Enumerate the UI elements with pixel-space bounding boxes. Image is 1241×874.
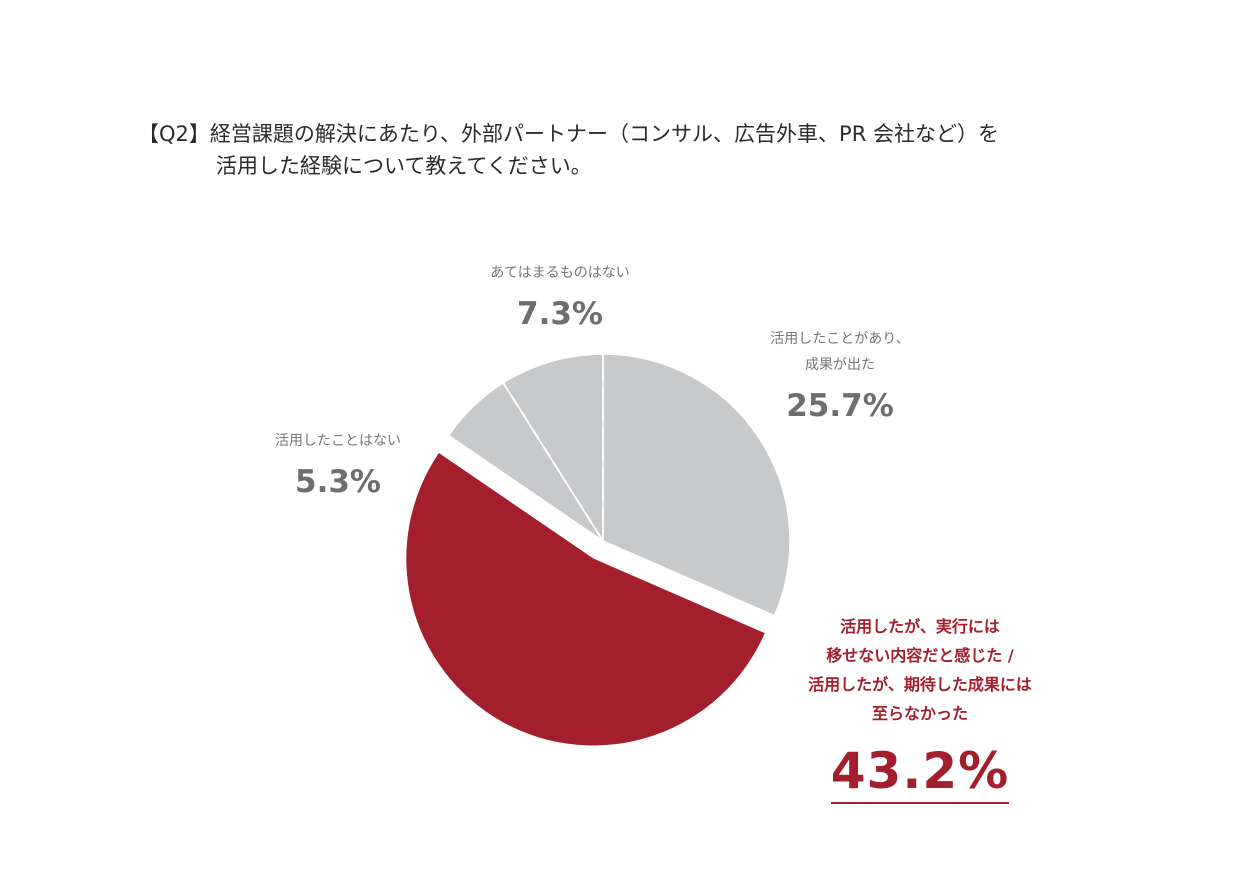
question-line-1: 【Q2】経営課題の解決にあたり、外部パートナー（コンサル、広告外車、PR 会社な… [138,122,999,146]
slice-label-success: 活用したことがあり、 成果が出た 25.7% [730,326,950,424]
question-line-2: 活用した経験について教えてください。 [216,154,592,178]
question-title: 【Q2】経営課題の解決にあたり、外部パートナー（コンサル、広告外車、PR 会社な… [138,118,1138,182]
slice-label-none: あてはまるものはない 7.3% [440,260,680,332]
slice-value-main: 43.2% [830,742,1010,804]
pie-divider-1 [502,382,604,542]
pie-slice-success [602,353,791,617]
slice-category-unused: 活用したことはない [275,433,401,449]
slice-category-success-1: 活用したことがあり、 [770,331,910,347]
slice-category-success-2: 成果が出た [805,357,875,373]
pie-slice-none [502,353,604,544]
slice-category-main-2: 移せない内容だと感じた / [826,646,1014,665]
pie-slice-main [406,453,765,746]
slice-category-main-1: 活用したが、実行には [840,617,1000,636]
slice-value-success: 25.7% [786,388,894,424]
slice-value-unused: 5.3% [295,464,381,500]
slice-category-none: あてはまるものはない [490,265,630,281]
slice-value-none: 7.3% [517,296,603,332]
slice-label-main: 活用したが、実行には 移せない内容だと感じた / 活用したが、期待した成果には … [760,612,1080,804]
slice-category-main-3: 活用したが、期待した成果には [808,675,1032,694]
slice-category-main-4: 至らなかった [871,704,968,723]
slice-label-unused: 活用したことはない 5.3% [218,428,458,500]
